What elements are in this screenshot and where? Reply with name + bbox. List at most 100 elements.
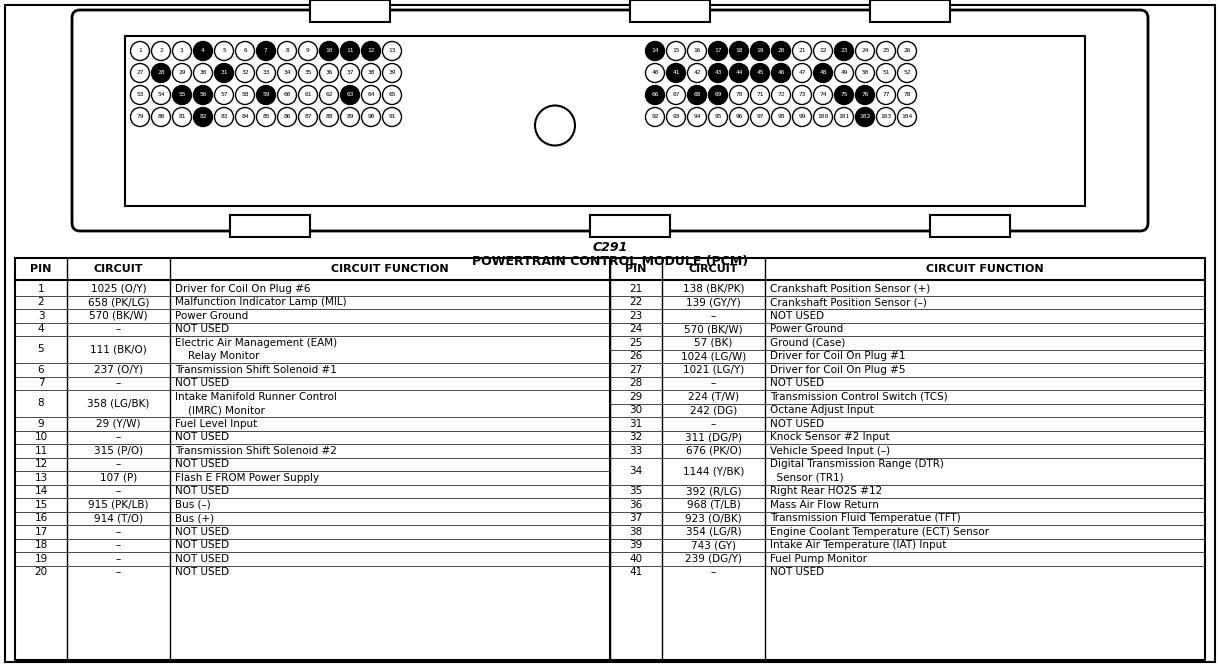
Text: 85: 85 xyxy=(262,115,270,119)
Circle shape xyxy=(172,41,192,61)
Text: 24: 24 xyxy=(861,49,869,53)
Text: 2: 2 xyxy=(159,49,163,53)
Circle shape xyxy=(645,85,665,105)
Circle shape xyxy=(814,107,832,127)
Circle shape xyxy=(277,41,296,61)
Text: Fuel Level Input: Fuel Level Input xyxy=(174,419,257,429)
Circle shape xyxy=(688,85,706,105)
Text: Engine Coolant Temperature (ECT) Sensor: Engine Coolant Temperature (ECT) Sensor xyxy=(770,527,989,537)
Text: 358 (LG/BK): 358 (LG/BK) xyxy=(88,398,150,408)
Text: 20: 20 xyxy=(777,49,784,53)
Text: Crankshaft Position Sensor (+): Crankshaft Position Sensor (+) xyxy=(770,283,930,293)
Text: 66: 66 xyxy=(651,93,659,97)
Text: 968 (T/LB): 968 (T/LB) xyxy=(687,500,741,510)
Text: NOT USED: NOT USED xyxy=(174,554,229,564)
Circle shape xyxy=(793,41,811,61)
Text: –: – xyxy=(116,432,121,442)
Text: 139 (GY/Y): 139 (GY/Y) xyxy=(686,297,741,307)
Circle shape xyxy=(172,107,192,127)
Text: 34: 34 xyxy=(630,466,643,476)
Text: NOT USED: NOT USED xyxy=(770,311,825,321)
Text: 32: 32 xyxy=(630,432,643,442)
Circle shape xyxy=(131,107,150,127)
Text: CIRCUIT: CIRCUIT xyxy=(94,264,143,274)
Circle shape xyxy=(277,63,296,83)
Text: 36: 36 xyxy=(630,500,643,510)
Text: Bus (–): Bus (–) xyxy=(174,500,211,510)
Text: 96: 96 xyxy=(736,115,743,119)
Circle shape xyxy=(361,41,381,61)
Circle shape xyxy=(793,107,811,127)
Circle shape xyxy=(814,63,832,83)
Text: Transmission Shift Solenoid #2: Transmission Shift Solenoid #2 xyxy=(174,446,337,456)
Text: 237 (O/Y): 237 (O/Y) xyxy=(94,365,143,375)
Text: 80: 80 xyxy=(157,115,165,119)
Text: 82: 82 xyxy=(199,115,206,119)
Text: 3: 3 xyxy=(181,49,184,53)
Text: NOT USED: NOT USED xyxy=(770,419,825,429)
Text: 4: 4 xyxy=(201,49,205,53)
Circle shape xyxy=(299,63,317,83)
Circle shape xyxy=(194,85,212,105)
Text: –: – xyxy=(116,527,121,537)
Text: 914 (T/O): 914 (T/O) xyxy=(94,513,143,523)
Text: 138 (BK/PK): 138 (BK/PK) xyxy=(683,283,744,293)
Text: 311 (DG/P): 311 (DG/P) xyxy=(684,432,742,442)
Text: 29 (Y/W): 29 (Y/W) xyxy=(96,419,140,429)
Text: Intake Manifold Runner Control: Intake Manifold Runner Control xyxy=(174,392,337,402)
Text: 64: 64 xyxy=(367,93,375,97)
Text: 7: 7 xyxy=(38,378,44,388)
Text: NOT USED: NOT USED xyxy=(770,378,825,388)
Text: 21: 21 xyxy=(798,49,805,53)
Text: 53: 53 xyxy=(137,93,144,97)
Text: 44: 44 xyxy=(736,71,743,75)
Text: 5: 5 xyxy=(38,344,44,354)
Text: 67: 67 xyxy=(672,93,680,97)
Circle shape xyxy=(834,63,854,83)
Circle shape xyxy=(855,41,875,61)
Text: CIRCUIT FUNCTION: CIRCUIT FUNCTION xyxy=(331,264,449,274)
FancyBboxPatch shape xyxy=(310,0,390,22)
Circle shape xyxy=(730,63,749,83)
Circle shape xyxy=(277,107,296,127)
Text: 1021 (LG/Y): 1021 (LG/Y) xyxy=(683,365,744,375)
Text: (IMRC) Monitor: (IMRC) Monitor xyxy=(174,406,265,416)
Text: 17: 17 xyxy=(714,49,722,53)
Circle shape xyxy=(876,41,895,61)
Text: 9: 9 xyxy=(306,49,310,53)
Text: 76: 76 xyxy=(861,93,869,97)
Circle shape xyxy=(131,41,150,61)
Text: 570 (BK/W): 570 (BK/W) xyxy=(684,324,743,334)
Text: 71: 71 xyxy=(756,93,764,97)
Text: CIRCUIT FUNCTION: CIRCUIT FUNCTION xyxy=(926,264,1044,274)
Text: 2: 2 xyxy=(38,297,44,307)
Circle shape xyxy=(855,63,875,83)
Text: 40: 40 xyxy=(630,554,643,564)
Circle shape xyxy=(256,41,276,61)
Circle shape xyxy=(215,41,233,61)
Text: Mass Air Flow Return: Mass Air Flow Return xyxy=(770,500,878,510)
Text: 62: 62 xyxy=(326,93,333,97)
Circle shape xyxy=(361,107,381,127)
Circle shape xyxy=(730,41,749,61)
Text: 23: 23 xyxy=(841,49,848,53)
Circle shape xyxy=(215,107,233,127)
FancyBboxPatch shape xyxy=(124,36,1085,206)
Text: 84: 84 xyxy=(242,115,249,119)
Text: 47: 47 xyxy=(798,71,805,75)
Circle shape xyxy=(383,63,401,83)
Text: 1144 (Y/BK): 1144 (Y/BK) xyxy=(683,466,744,476)
Text: NOT USED: NOT USED xyxy=(174,567,229,577)
Text: 91: 91 xyxy=(388,115,395,119)
Text: Power Ground: Power Ground xyxy=(770,324,843,334)
Text: 103: 103 xyxy=(881,115,892,119)
Text: Right Rear HO2S #12: Right Rear HO2S #12 xyxy=(770,486,882,496)
Text: 61: 61 xyxy=(304,93,312,97)
Circle shape xyxy=(194,107,212,127)
Text: 25: 25 xyxy=(882,49,889,53)
Circle shape xyxy=(666,107,686,127)
Text: 40: 40 xyxy=(651,71,659,75)
Text: 6: 6 xyxy=(38,365,44,375)
Text: 111 (BK/O): 111 (BK/O) xyxy=(90,344,146,354)
Text: 18: 18 xyxy=(736,49,743,53)
